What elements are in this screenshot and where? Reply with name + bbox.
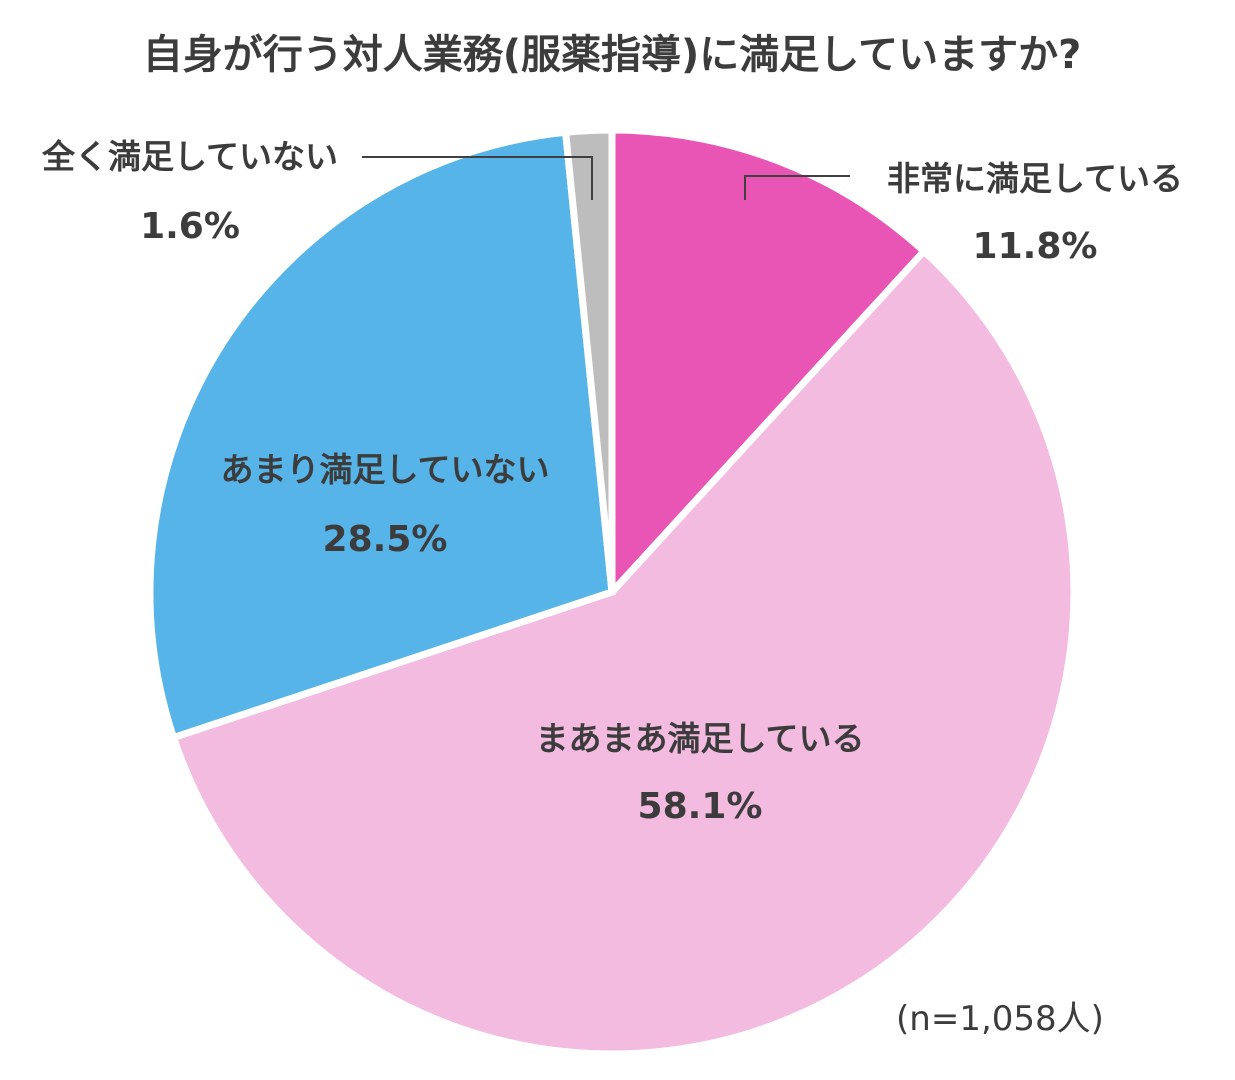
slice-value-2: 58.1% <box>638 786 763 827</box>
slice-label-4: 全く満足していない <box>41 137 338 176</box>
slice-value-1: 11.8% <box>973 226 1098 267</box>
pie-slice-4 <box>561 126 616 593</box>
pie-slice-2 <box>169 246 1078 1058</box>
leader-line-4 <box>362 156 593 200</box>
pie-slices <box>146 126 1078 1058</box>
slice-label-3: あまり満足していない <box>220 450 549 489</box>
slice-value-4: 1.6% <box>140 206 240 247</box>
pie-slice-1 <box>608 126 929 602</box>
leader-line-1 <box>744 175 850 200</box>
sample-size-note: (n=1,058人) <box>896 999 1104 1039</box>
chart-title: 自身が行う対人業務(服薬指導)に満足していますか? <box>143 32 1082 78</box>
slice-value-3: 28.5% <box>323 519 448 560</box>
slice-label-2: まあまあ満足している <box>535 719 864 758</box>
slice-labels: 非常に満足している 11.8% まあまあ満足している 58.1% あまり満足していない 2… <box>41 137 1183 827</box>
slice-label-1: 非常に満足している <box>887 159 1183 198</box>
leader-lines <box>362 156 850 200</box>
